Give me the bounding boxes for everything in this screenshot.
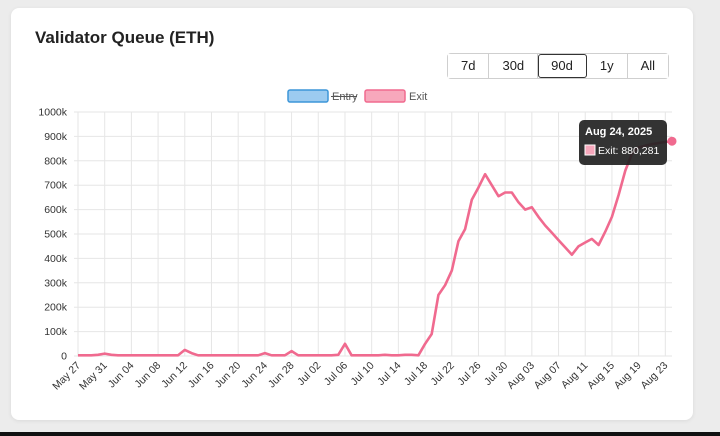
y-tick-label: 400k <box>44 253 68 265</box>
x-tick-label: Jul 22 <box>429 360 457 388</box>
tooltip-title: Aug 24, 2025 <box>585 126 652 138</box>
tooltip-color-swatch <box>584 144 596 156</box>
range-button-90d[interactable]: 90d <box>538 54 587 78</box>
x-tick-label: Jun 24 <box>239 360 270 391</box>
x-tick-label: Jul 02 <box>295 360 323 388</box>
y-tick-label: 600k <box>44 204 68 216</box>
series-line-exit <box>78 139 673 357</box>
tooltip-value: Exit: 880,281 <box>598 145 659 157</box>
x-tick-label: Jun 28 <box>266 360 297 391</box>
range-button-7d[interactable]: 7d <box>448 54 490 78</box>
chart-series <box>78 136 677 357</box>
x-tick-label: Aug 23 <box>638 360 670 392</box>
x-tick-label: Jun 04 <box>106 360 137 391</box>
legend-swatch-entry[interactable] <box>287 89 329 103</box>
x-tick-label: Aug 03 <box>505 360 537 392</box>
x-tick-label: Jun 12 <box>159 360 190 391</box>
legend-label-exit[interactable]: Exit <box>409 91 427 103</box>
y-tick-label: 1000k <box>38 107 67 119</box>
range-button-30d[interactable]: 30d <box>489 54 539 78</box>
y-tick-label: 800k <box>44 155 68 167</box>
x-tick-label: Aug 07 <box>532 360 564 392</box>
time-range-selector: 7d 30d 90d 1y All <box>447 53 670 79</box>
y-tick-label: 300k <box>44 277 68 289</box>
x-tick-label: Jun 16 <box>186 360 217 391</box>
chart-tooltip: Aug 24, 2025 Exit: 880,281 <box>579 120 667 165</box>
x-tick-label: Jul 10 <box>348 360 376 388</box>
y-tick-label: 200k <box>44 302 68 314</box>
y-tick-label: 900k <box>44 131 68 143</box>
chart-title: Validator Queue (ETH) <box>35 28 215 47</box>
x-tick-label: Jun 20 <box>213 360 244 391</box>
x-tick-label: Jul 18 <box>402 360 430 388</box>
y-tick-label: 700k <box>44 180 68 192</box>
legend-swatch-exit[interactable] <box>364 89 406 103</box>
y-tick-label: 0 <box>61 351 67 363</box>
x-tick-label: Aug 15 <box>585 360 617 392</box>
x-tick-label: Jul 06 <box>322 360 350 388</box>
x-tick-label: Aug 19 <box>612 360 644 392</box>
window-bottom-edge <box>0 432 720 436</box>
tooltip-box <box>579 120 667 165</box>
y-axis: 0 100k 200k 300k 400k 500k 600k 700k 800k 900k 100… <box>38 107 67 363</box>
y-tick-label: 500k <box>44 229 68 241</box>
x-tick-label: May 27 <box>50 360 83 393</box>
range-button-1y[interactable]: 1y <box>586 54 628 78</box>
x-tick-label: Jul 14 <box>375 360 403 388</box>
range-button-all[interactable]: All <box>627 54 669 78</box>
x-tick-label: May 31 <box>77 360 110 393</box>
x-tick-label: Jun 08 <box>132 360 163 391</box>
x-tick-label: Aug 11 <box>559 360 591 392</box>
hover-point-exit[interactable] <box>667 136 677 146</box>
chart-legend: Entry Exit <box>287 89 427 103</box>
x-tick-label: Jul 26 <box>455 360 483 388</box>
chart-card: Validator Queue (ETH) 7d 30d 90d 1y All <box>11 8 693 420</box>
y-tick-label: 100k <box>44 326 68 338</box>
